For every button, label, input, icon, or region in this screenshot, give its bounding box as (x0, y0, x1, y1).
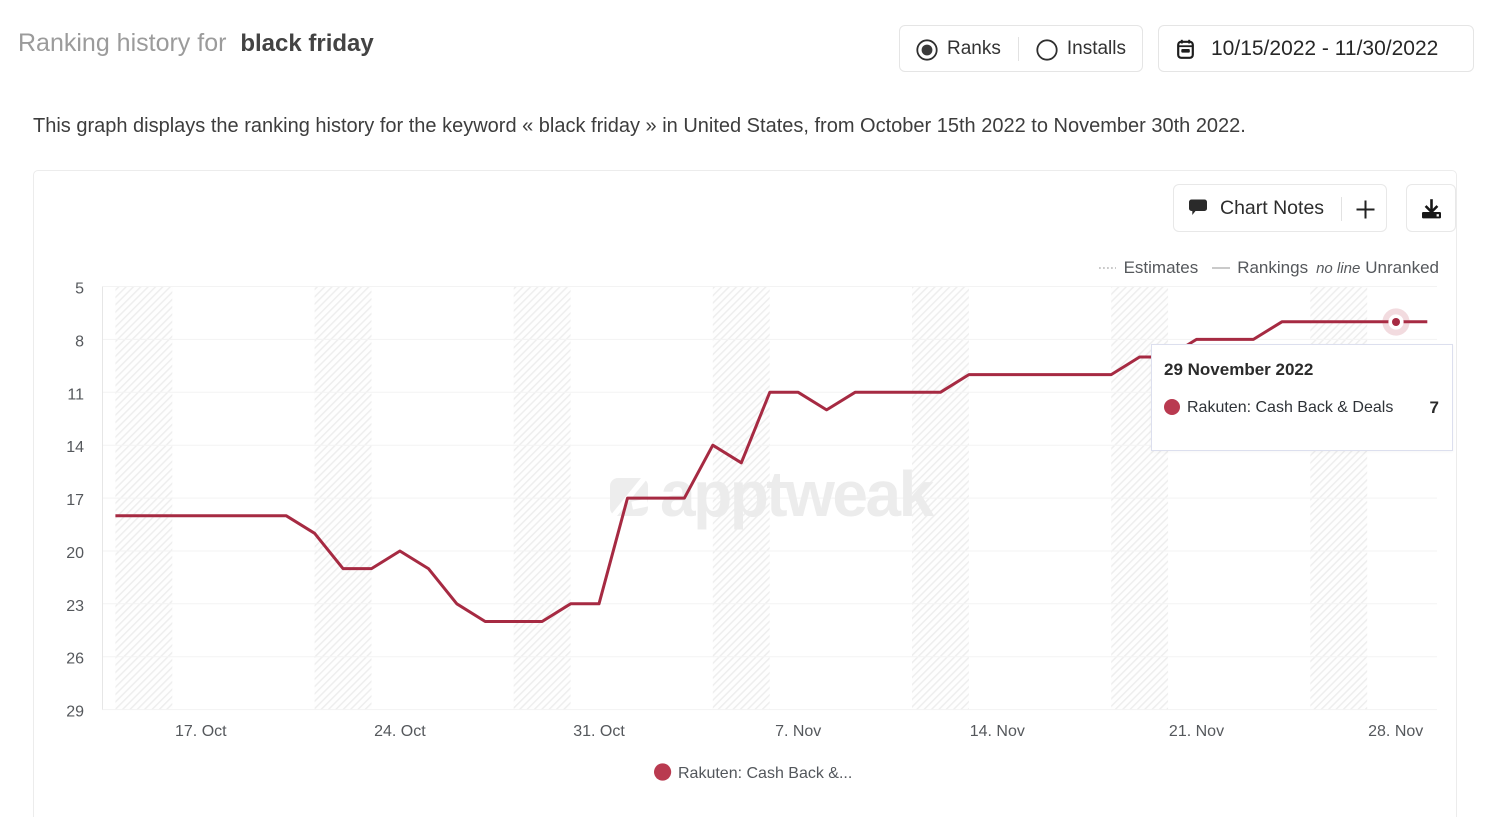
svg-text:23: 23 (66, 598, 84, 615)
svg-text:7. Nov: 7. Nov (775, 723, 821, 740)
svg-text:29: 29 (66, 704, 84, 721)
svg-text:14. Nov: 14. Nov (970, 723, 1025, 740)
svg-text:31. Oct: 31. Oct (573, 723, 625, 740)
svg-text:20: 20 (66, 545, 84, 562)
svg-text:21. Nov: 21. Nov (1169, 723, 1224, 740)
svg-text:11: 11 (67, 386, 84, 403)
svg-text:14: 14 (66, 439, 84, 456)
svg-text:24. Oct: 24. Oct (374, 723, 426, 740)
svg-text:17. Oct: 17. Oct (175, 723, 227, 740)
svg-text:28. Nov: 28. Nov (1368, 723, 1423, 740)
svg-text:26: 26 (66, 651, 84, 668)
svg-text:Rakuten: Cash Back &...: Rakuten: Cash Back &... (678, 765, 852, 782)
svg-text:apptweak: apptweak (660, 458, 935, 530)
svg-text:8: 8 (75, 333, 84, 350)
svg-text:5: 5 (75, 281, 84, 298)
svg-text:17: 17 (66, 492, 84, 509)
